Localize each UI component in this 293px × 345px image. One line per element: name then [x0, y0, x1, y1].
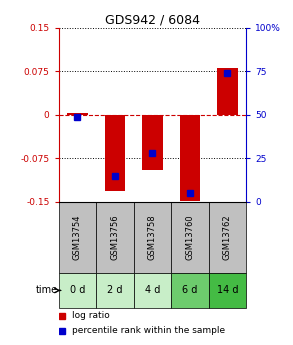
Text: GSM13756: GSM13756	[110, 215, 119, 260]
Bar	[96, 273, 134, 308]
Text: 14 d: 14 d	[217, 285, 238, 295]
Text: 6 d: 6 d	[182, 285, 197, 295]
Bar	[59, 273, 96, 308]
Bar	[142, 115, 163, 170]
Bar	[105, 115, 125, 191]
Bar	[209, 202, 246, 273]
Text: 2 d: 2 d	[107, 285, 122, 295]
Text: GSM13762: GSM13762	[223, 215, 232, 260]
Bar	[171, 202, 209, 273]
Text: time: time	[36, 285, 58, 295]
Bar	[134, 273, 171, 308]
Title: GDS942 / 6084: GDS942 / 6084	[105, 13, 200, 27]
Text: GSM13754: GSM13754	[73, 215, 82, 260]
Text: GSM13758: GSM13758	[148, 215, 157, 260]
Bar	[209, 273, 246, 308]
Bar	[134, 202, 171, 273]
Bar	[217, 68, 238, 115]
Text: percentile rank within the sample: percentile rank within the sample	[72, 326, 225, 335]
Text: 4 d: 4 d	[145, 285, 160, 295]
Bar	[67, 113, 88, 115]
Text: log ratio: log ratio	[72, 311, 110, 320]
Bar	[171, 273, 209, 308]
Bar	[96, 202, 134, 273]
Bar	[59, 202, 96, 273]
Bar	[180, 115, 200, 201]
Text: GSM13760: GSM13760	[185, 215, 194, 260]
Text: 0 d: 0 d	[70, 285, 85, 295]
